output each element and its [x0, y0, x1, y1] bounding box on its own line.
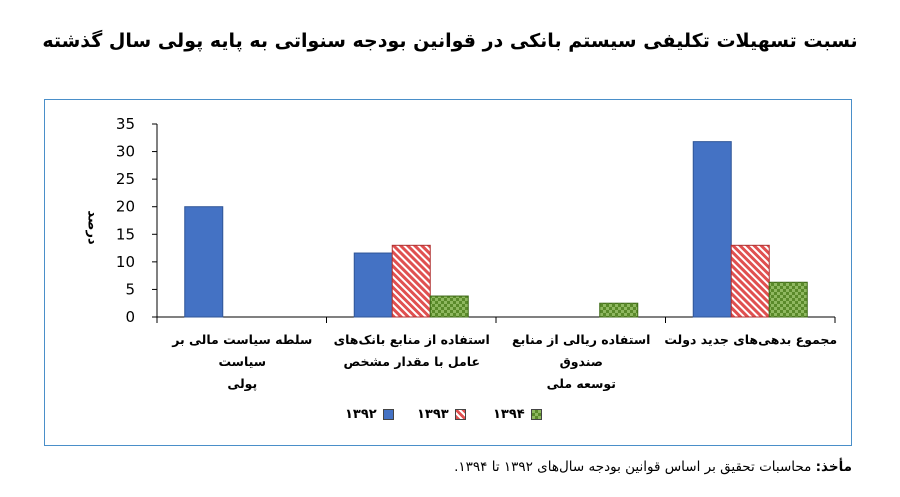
legend-item: ۱۳۹۲: [345, 406, 394, 422]
category-label: استفاده ریالی از منابع صندوق توسعه ملی: [494, 329, 669, 395]
category-label-line: توسعه ملی: [546, 376, 616, 391]
category-label-line: مجموع بدهی‌های جدید دولت: [664, 332, 838, 347]
category-label: استفاده از منابع بانک‌های عامل با مقدار م…: [324, 329, 499, 373]
category-label-line: استفاده از منابع بانک‌های: [333, 332, 490, 347]
source-note: مأخذ: محاسبات تحقیق بر اساس قوانین بودجه…: [454, 459, 852, 475]
chart-frame: 0 5 10 15 20 25 30 35 درصد مجموع بدهی‌های جدید …: [44, 99, 852, 446]
y-tick-label: 20: [116, 198, 135, 216]
bar-2-0: [768, 281, 808, 318]
category-label-line: سلطه سیاست مالی بر سیاست: [172, 332, 313, 369]
y-axis-label: درصد: [84, 210, 100, 245]
category-label-line: عامل با مقدار مشخص: [343, 354, 481, 369]
legend-label: ۱۳۹۴: [493, 406, 525, 422]
y-tick-label: 15: [116, 225, 135, 243]
category-label: سلطه سیاست مالی بر سیاست پولی: [155, 329, 330, 395]
bar-2-2: [429, 295, 469, 318]
category-label-line: استفاده ریالی از منابع صندوق: [512, 332, 651, 369]
category-label: مجموع بدهی‌های جدید دولت: [663, 329, 838, 351]
y-tick-label: 35: [116, 115, 135, 133]
legend-swatch: [530, 408, 542, 420]
chart-title: نسبت تسهیلات تکلیفی سیستم بانکی در قوانی…: [42, 30, 858, 52]
source-label: مأخذ:: [815, 459, 852, 475]
y-tick-label: 10: [116, 253, 135, 271]
bar-1-2: [391, 244, 431, 318]
y-tick-label: 0: [125, 308, 135, 326]
legend-label: ۱۳۹۲: [345, 406, 377, 422]
chart-plot: 0 5 10 15 20 25 30 35: [116, 115, 836, 326]
bar-0-0: [692, 141, 732, 318]
legend-item: ۱۳۹۴: [493, 406, 542, 422]
category-label-line: پولی: [227, 376, 258, 391]
bar-2-1: [599, 302, 639, 318]
y-tick-label: 30: [116, 143, 135, 161]
bar-0-2: [353, 252, 393, 318]
bar-1-0: [730, 244, 770, 318]
source-text: محاسبات تحقیق بر اساس قوانین بودجه سال‌ه…: [454, 459, 816, 475]
legend-swatch: [382, 408, 394, 420]
y-tick-label: 5: [125, 280, 135, 298]
legend-swatch: [454, 408, 466, 420]
y-tick-label: 25: [116, 170, 135, 188]
legend-item: ۱۳۹۳: [417, 406, 466, 422]
legend-label: ۱۳۹۳: [417, 406, 449, 422]
bar-0-3: [184, 206, 224, 318]
